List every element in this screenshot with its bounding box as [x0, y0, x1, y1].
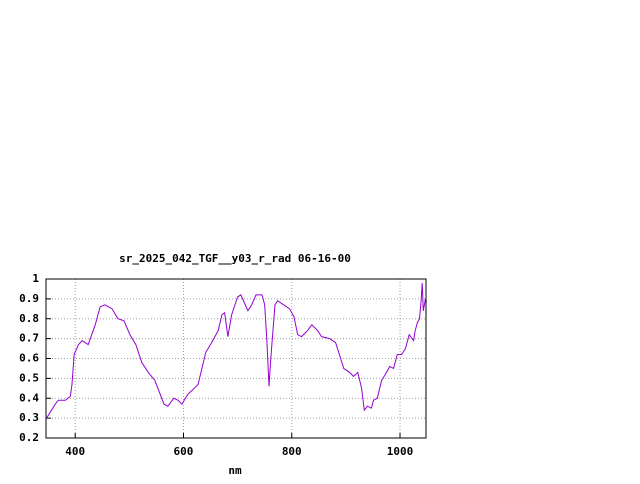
- y-tick-label: 0.9: [19, 292, 39, 305]
- y-tick-label: 1: [32, 272, 39, 285]
- y-tick-label: 0.2: [19, 431, 39, 444]
- y-tick-label: 0.3: [19, 411, 39, 424]
- x-tick-label: 400: [65, 445, 85, 458]
- y-tick-label: 0.5: [19, 371, 39, 384]
- x-tick-label: 800: [282, 445, 302, 458]
- x-axis-label: nm: [228, 464, 242, 477]
- x-tick-label: 600: [174, 445, 194, 458]
- y-tick-label: 0.6: [19, 352, 39, 365]
- chart-title: sr_2025_042_TGF__y03_r_rad 06-16-00: [119, 252, 351, 265]
- y-tick-label: 0.7: [19, 332, 39, 345]
- plot-frame: [45, 278, 427, 439]
- data-line: [46, 282, 426, 419]
- y-tick-label: 0.4: [19, 391, 39, 404]
- y-tick-label: 0.8: [19, 312, 39, 325]
- x-tick-label: 1000: [387, 445, 414, 458]
